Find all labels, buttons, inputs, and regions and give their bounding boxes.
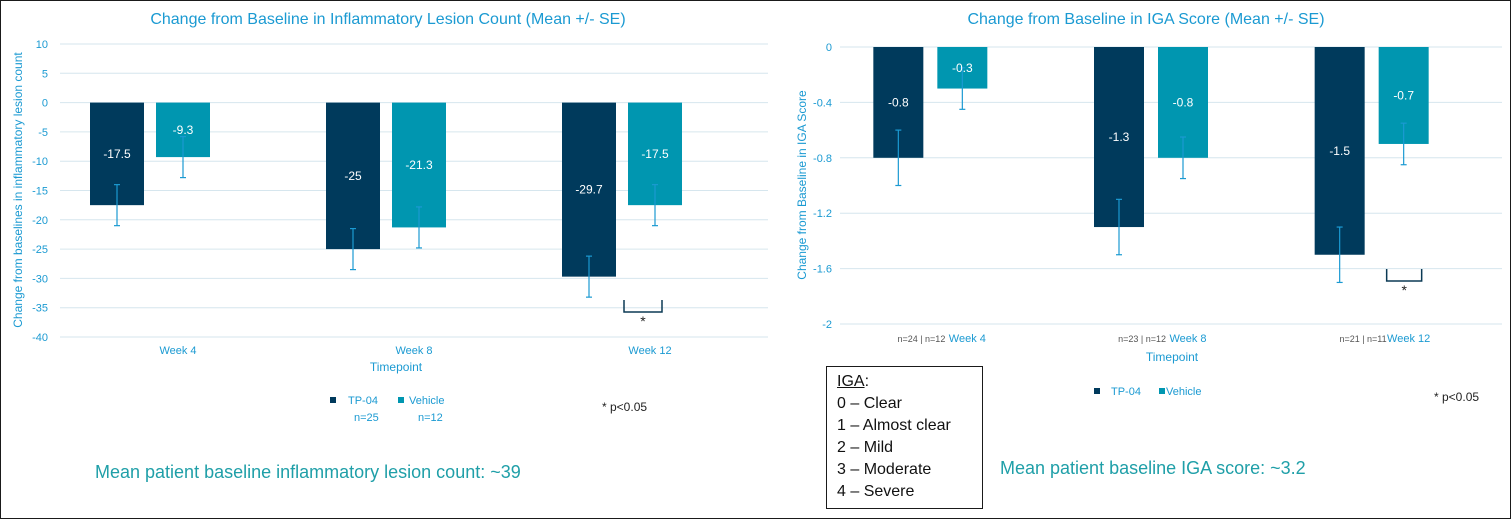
chart1-data-label: -21.3 bbox=[405, 158, 433, 172]
chart1-bar-tp04 bbox=[562, 102, 616, 277]
chart2-x-tick-label: Week 4 bbox=[949, 333, 986, 345]
chart1-footnote: * p<0.05 bbox=[602, 400, 647, 414]
chart2-significance-star: * bbox=[1401, 282, 1407, 298]
chart2-data-label: -1.3 bbox=[1109, 130, 1130, 144]
chart2-legend-swatch-vehicle bbox=[1159, 388, 1165, 394]
chart1-legend-vehicle-n: n=12 bbox=[418, 412, 443, 424]
chart2-y-tick-label: -2 bbox=[822, 319, 832, 331]
chart2-ylabel: Change from Baseline in IGA Score bbox=[795, 90, 809, 280]
chart2-legend-vehicle: Vehicle bbox=[1166, 386, 1201, 398]
chart1-ylabel: Change from baselines in inflammatory le… bbox=[11, 52, 25, 328]
chart2-sample-size-label: n=21 | n=11 bbox=[1339, 334, 1386, 344]
chart2-y-tick-label: 0 bbox=[826, 42, 832, 54]
chart2-data-label: -0.8 bbox=[888, 95, 909, 109]
iga-legend-item: 0 – Clear bbox=[837, 395, 902, 412]
chart2-legend-swatch-tp04 bbox=[1094, 388, 1100, 394]
chart1-legend-tp04-n: n=25 bbox=[354, 412, 379, 424]
chart2-data-label: -0.7 bbox=[1393, 88, 1414, 102]
chart1-y-tick-label: 0 bbox=[42, 98, 48, 110]
chart1-x-tick-label: Week 12 bbox=[628, 345, 671, 357]
chart1-legend-vehicle: Vehicle bbox=[409, 395, 444, 407]
chart1-x-tick-label: Week 8 bbox=[395, 345, 432, 357]
chart1-y-tick-label: -35 bbox=[32, 303, 48, 315]
chart2-data-label: -0.3 bbox=[952, 61, 973, 75]
chart2-y-tick-label: -0.8 bbox=[813, 153, 832, 165]
chart1-y-tick-label: -20 bbox=[32, 215, 48, 227]
chart1-bar-tp04 bbox=[326, 102, 380, 250]
chart1-data-label: -29.7 bbox=[575, 183, 603, 197]
chart1-y-tick-label: -40 bbox=[32, 332, 48, 344]
chart1-y-tick-label: -10 bbox=[32, 156, 48, 168]
chart1-y-tick-label: -15 bbox=[32, 186, 48, 198]
chart1-legend-swatch-vehicle bbox=[398, 397, 404, 403]
chart2-footnote: * p<0.05 bbox=[1434, 390, 1479, 404]
chart1-legend-swatch-tp04 bbox=[330, 397, 336, 403]
chart2-data-label: -0.8 bbox=[1173, 95, 1194, 109]
chart2-sample-size-label: n=23 | n=12 bbox=[1118, 334, 1166, 344]
chart1-data-label: -17.5 bbox=[641, 147, 669, 161]
chart2-significance-bracket bbox=[1385, 269, 1423, 282]
chart2-y-tick-label: -1.6 bbox=[813, 264, 832, 276]
chart2-y-tick-label: -0.4 bbox=[813, 97, 832, 109]
chart1-y-tick-label: -30 bbox=[32, 273, 48, 285]
chart1-baseline-note: Mean patient baseline inflammatory lesio… bbox=[95, 462, 521, 482]
chart1-significance-bracket bbox=[623, 300, 663, 313]
chart1-data-label: -17.5 bbox=[103, 147, 131, 161]
chart1-y-tick-label: 5 bbox=[42, 68, 48, 80]
chart2-x-tick-label: Week 12 bbox=[1387, 333, 1430, 345]
chart2-x-tick-label: Week 8 bbox=[1169, 333, 1206, 345]
iga-legend-item: 2 – Mild bbox=[837, 439, 894, 456]
iga-legend-item: 4 – Severe bbox=[837, 483, 915, 500]
chart1-y-tick-label: -5 bbox=[38, 127, 48, 139]
iga-scale-legend: IGA: 0 – Clear 1 – Almost clear 2 – Mild… bbox=[826, 366, 983, 509]
chart1-y-tick-label: 10 bbox=[36, 39, 48, 51]
iga-legend-item: 1 – Almost clear bbox=[837, 417, 951, 434]
chart1-data-label: -25 bbox=[344, 169, 362, 183]
iga-legend-item: 3 – Moderate bbox=[837, 461, 932, 478]
iga-legend-title-row: IGA: bbox=[837, 371, 982, 393]
chart1-significance-star: * bbox=[640, 313, 646, 329]
chart1-legend-tp04: TP-04 bbox=[348, 395, 378, 407]
chart2-xlabel: Timepoint bbox=[1146, 350, 1199, 364]
chart2-sample-size-label: n=24 | n=12 bbox=[897, 334, 945, 344]
chart2-bar-tp04 bbox=[1094, 47, 1144, 228]
chart2-y-tick-label: -1.2 bbox=[813, 208, 832, 220]
chart2-title: Change from Baseline in IGA Score (Mean … bbox=[967, 11, 1324, 28]
chart1-y-tick-label: -25 bbox=[32, 244, 48, 256]
chart2-legend-tp04: TP-04 bbox=[1111, 386, 1141, 398]
chart1-title: Change from Baseline in Inflammatory Les… bbox=[150, 11, 625, 28]
iga-legend-colon: : bbox=[864, 373, 870, 390]
chart1-x-tick-label: Week 4 bbox=[159, 345, 196, 357]
chart1-xlabel: Timepoint bbox=[370, 360, 423, 374]
chart2-data-label: -1.5 bbox=[1329, 144, 1350, 158]
chart2-bar-tp04 bbox=[1314, 47, 1365, 255]
chart2-baseline-note: Mean patient baseline IGA score: ~3.2 bbox=[1000, 458, 1306, 478]
chart1-data-label: -9.3 bbox=[173, 123, 194, 137]
iga-legend-title: IGA bbox=[837, 373, 865, 390]
